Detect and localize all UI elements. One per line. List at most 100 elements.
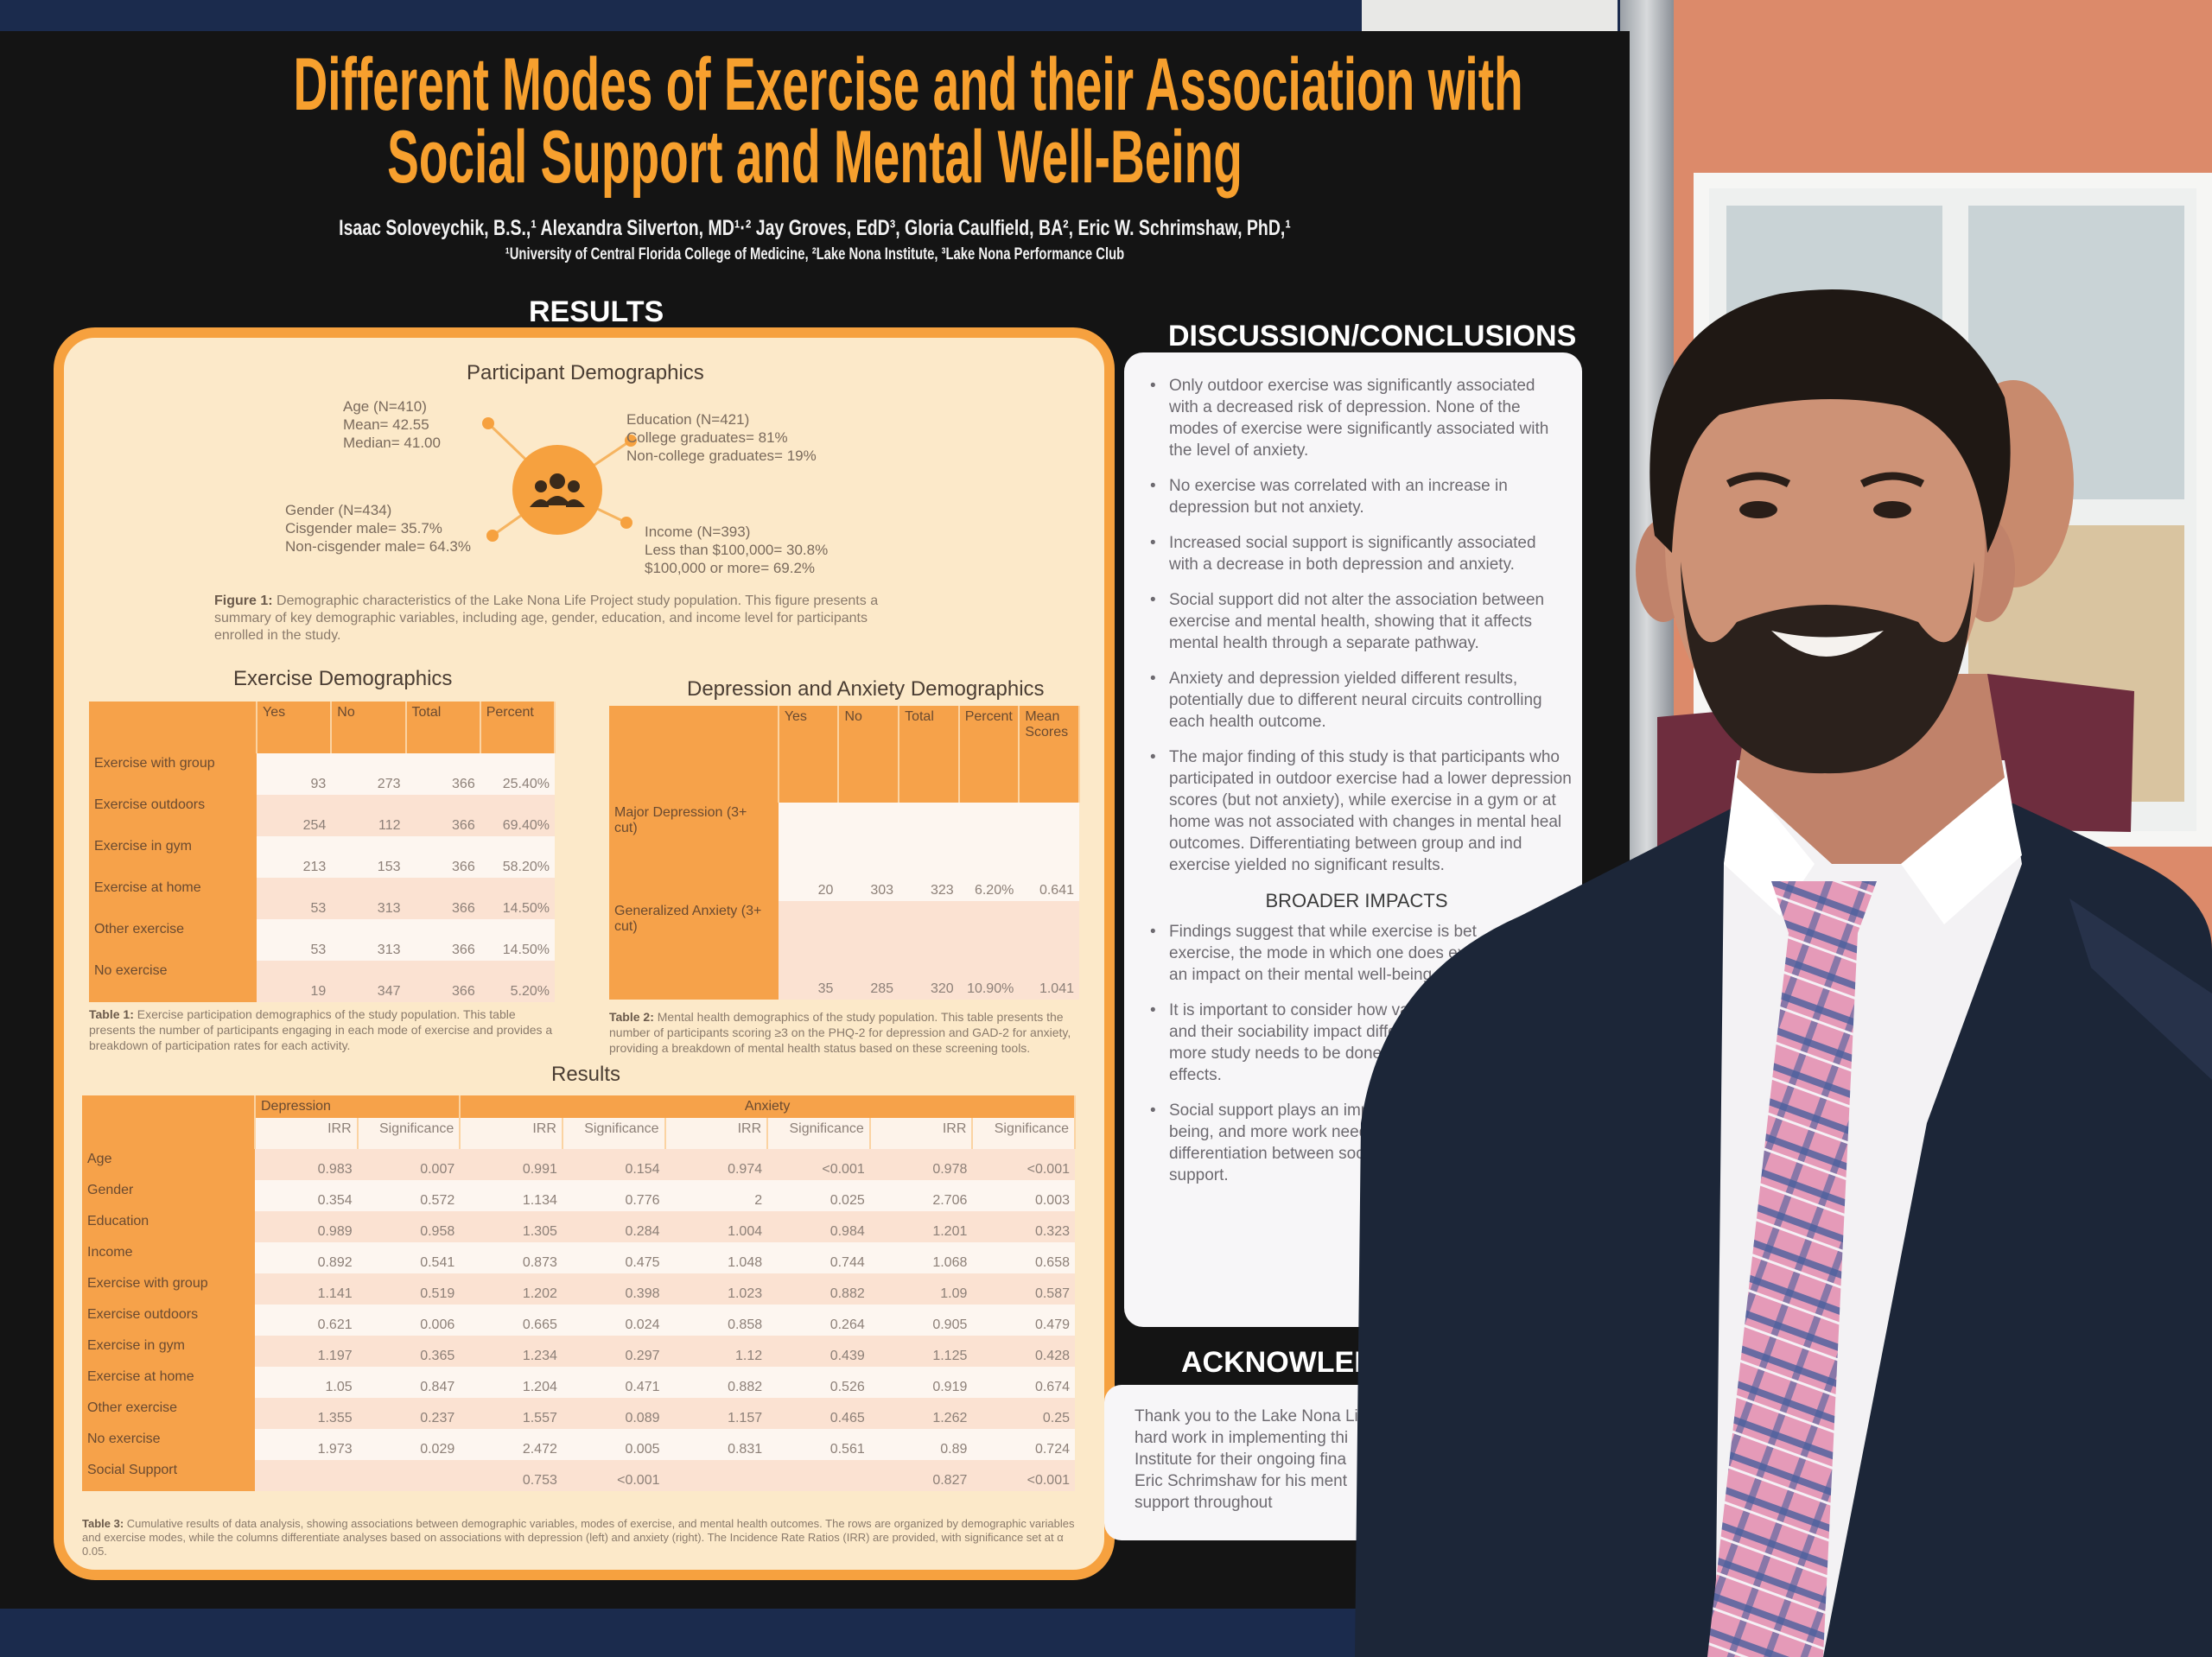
table-cell: 366 xyxy=(405,919,480,961)
acknowledgements-panel: Thank you to the Lake Nona Lif hard work … xyxy=(1104,1385,1407,1540)
table-cell: 0.264 xyxy=(767,1305,870,1336)
table-cell xyxy=(357,1460,461,1491)
table-cell: 0.024 xyxy=(562,1305,665,1336)
table-cell: 0.658 xyxy=(972,1242,1075,1273)
table-cell: 1.157 xyxy=(664,1398,768,1429)
table-cell: 0.919 xyxy=(869,1367,973,1398)
table-cell: 0.974 xyxy=(664,1149,768,1180)
table-cell: 0.541 xyxy=(357,1242,461,1273)
table-cell: 2 xyxy=(664,1180,768,1211)
table-cell: 0.471 xyxy=(562,1367,665,1398)
table-cell: 0.439 xyxy=(767,1336,870,1367)
exercise-demographics-table: Yes No Total Percent Exercise with group 93 27… xyxy=(89,702,556,1002)
table-cell: 366 xyxy=(405,878,480,919)
table-row: Income 0.892 0.541 0.873 0.475 1.048 0.744 1.06… xyxy=(82,1242,1075,1273)
table-cell: 313 xyxy=(331,919,406,961)
bullet-line: scores (but not anxiety), while exercise… xyxy=(1169,791,1556,809)
table-cell: 0.475 xyxy=(562,1242,665,1273)
bullet-line: home was not associated with changes in … xyxy=(1169,813,1562,831)
table-cell: 1.197 xyxy=(255,1336,358,1367)
table-cell xyxy=(664,1460,768,1491)
table-cell: 323 xyxy=(899,803,959,901)
bullet-line: and their sociability impact different xyxy=(1169,1023,1426,1041)
table-row: No exercise 1.973 0.029 2.472 0.005 0.831 0.56… xyxy=(82,1429,1075,1460)
discussion-bullet: The major finding of this study is that … xyxy=(1150,746,1572,876)
table-row: Social Support 0.753 <0.001 0.827 <0.001 xyxy=(82,1460,1075,1491)
table-cell: 1.557 xyxy=(460,1398,563,1429)
table-cell: 10.90% xyxy=(958,901,1020,1000)
bullet-line: The major finding of this study is that … xyxy=(1169,748,1560,766)
table-cell: 0.354 xyxy=(255,1180,358,1211)
table-row: Exercise outdoors 0.621 0.006 0.665 0.024 0.8… xyxy=(82,1305,1075,1336)
hair xyxy=(1649,289,2011,553)
table-cell: 1.262 xyxy=(869,1398,973,1429)
bullet-line: outcomes. Differentiating between group … xyxy=(1169,835,1522,853)
table-cell: 0.989 xyxy=(255,1211,358,1242)
table-cell: 0.398 xyxy=(562,1273,665,1305)
necktie xyxy=(1707,881,1877,1657)
row-label: Major Depression (3+ cut) xyxy=(609,803,779,901)
table-cell: 2.472 xyxy=(460,1429,563,1460)
table-row: Exercise with group 93 273 366 25.40% xyxy=(89,753,555,795)
row-label: Exercise in gym xyxy=(89,836,257,878)
smile-teeth xyxy=(1771,631,1884,657)
table-cell: 2.706 xyxy=(869,1180,973,1211)
eye xyxy=(1873,501,1911,518)
row-label: Exercise with group xyxy=(82,1273,255,1305)
row-label: No exercise xyxy=(89,961,257,1002)
table-cell: 254 xyxy=(257,795,332,836)
table-3-caption: Table 3: Cumulative results of data anal… xyxy=(82,1517,1075,1558)
table-cell: 6.20% xyxy=(958,803,1020,901)
table-cell: 1.12 xyxy=(664,1336,768,1367)
bullet-line: more study needs to be done to diffe xyxy=(1169,1044,1436,1063)
table-header-cell: IRR xyxy=(460,1118,563,1149)
eyebrows xyxy=(1726,472,1925,488)
bullet-line: differentiation between social ex xyxy=(1169,1145,1403,1163)
row-label: Education xyxy=(82,1211,255,1242)
bullet-line: It is important to consider how variou xyxy=(1169,1001,1437,1019)
bullet-line: Findings suggest that while exercise is … xyxy=(1169,923,1477,941)
poster-title-line: Different Modes of Exercise and their As… xyxy=(293,43,1523,126)
table-cell: 1.125 xyxy=(869,1336,973,1367)
table-cell: 1.041 xyxy=(1019,901,1079,1000)
table-cell: 0.674 xyxy=(972,1367,1075,1398)
table-cell: <0.001 xyxy=(562,1460,665,1491)
row-label: Exercise outdoors xyxy=(82,1305,255,1336)
table-cell: 1.305 xyxy=(460,1211,563,1242)
table-cell: 366 xyxy=(405,961,480,1002)
row-label: Income xyxy=(82,1242,255,1273)
table-cell: 58.20% xyxy=(480,836,555,878)
table-cell: 1.134 xyxy=(460,1180,563,1211)
suit-lapel xyxy=(2069,898,2212,1080)
table-cell: 0.89 xyxy=(869,1429,973,1460)
table-cell: 1.023 xyxy=(664,1273,768,1305)
bullet-line: being, and more work needs to be xyxy=(1169,1123,1418,1141)
table-cell: 0.323 xyxy=(972,1211,1075,1242)
table-cell: 1.202 xyxy=(460,1273,563,1305)
table-cell: 0.847 xyxy=(357,1367,461,1398)
table-row: Exercise in gym 1.197 0.365 1.234 0.297 1.12 0… xyxy=(82,1336,1075,1367)
mental-table-title: Depression and Anxiety Demographics xyxy=(687,677,1045,701)
table-header-row: IRR Significance IRR Significance IRR Signifi… xyxy=(82,1118,1076,1149)
table-cell: 5.20% xyxy=(480,961,555,1002)
broader-impacts-heading: BROADER IMPACTS xyxy=(1265,890,1448,911)
discussion-bullet: Social support did not alter the associa… xyxy=(1150,589,1563,654)
table-cell: 1.05 xyxy=(255,1367,358,1398)
exercise-table-title: Exercise Demographics xyxy=(233,667,453,690)
poster-authors: Isaac Soloveychik, B.S.,¹ Alexandra Silv… xyxy=(339,216,1291,240)
table-cell xyxy=(767,1460,870,1491)
table-cell: 0.882 xyxy=(664,1367,768,1398)
table-cell: 0.006 xyxy=(357,1305,461,1336)
table-cell: 1.048 xyxy=(664,1242,768,1273)
results-heading: RESULTS xyxy=(529,295,664,328)
table-row: Exercise at home 53 313 366 14.50% xyxy=(89,878,555,919)
poster-title-line: Social Support and Mental Well-Being xyxy=(387,116,1243,199)
table-cell: 0.25 xyxy=(972,1398,1075,1429)
results-table-title: Results xyxy=(551,1063,621,1086)
table-cell: 0.089 xyxy=(562,1398,665,1429)
table-header-cell: Significance xyxy=(972,1118,1076,1149)
table-header-row: Yes No Total Percent xyxy=(89,702,556,753)
table-header-row: Yes No Total Percent Mean Scores xyxy=(609,706,1080,803)
bullet-line: effects. xyxy=(1169,1066,1222,1084)
